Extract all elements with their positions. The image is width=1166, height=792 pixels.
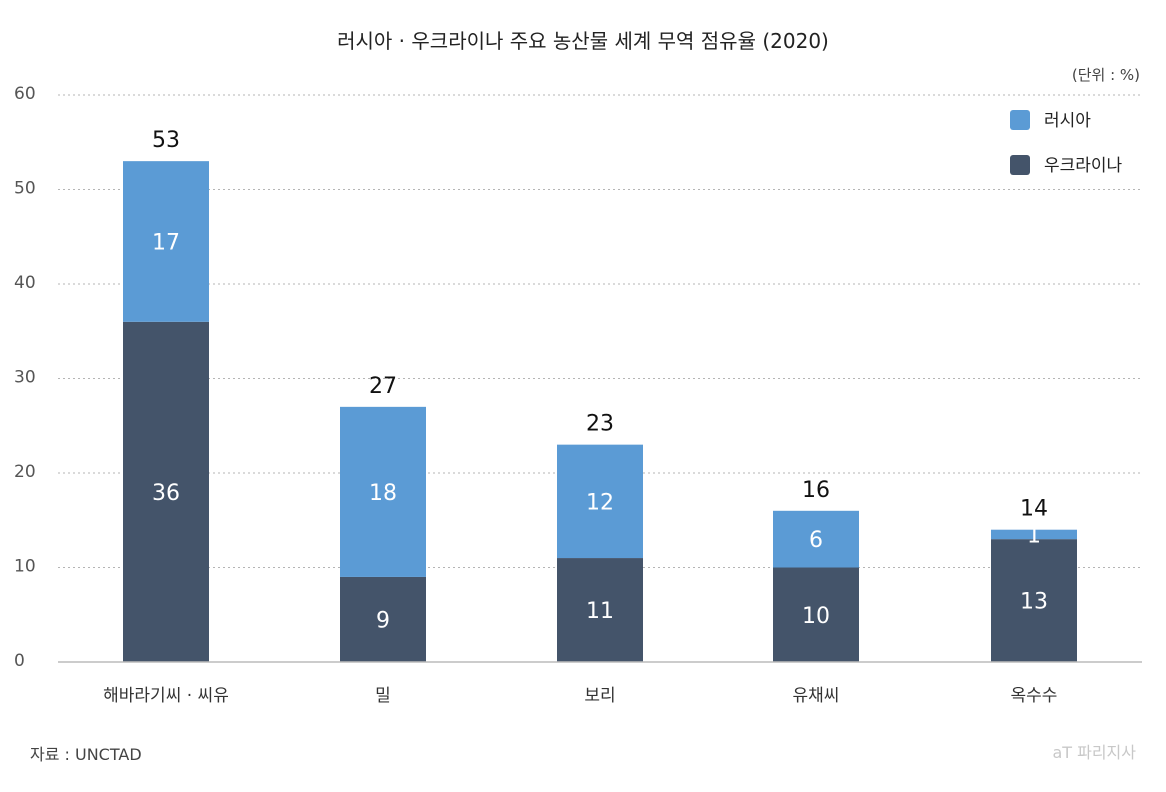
watermark: aT 파리지사 [1052,743,1136,762]
legend-swatch [1010,155,1030,175]
total-value-label: 53 [152,128,180,153]
y-tick-label: 10 [14,557,36,577]
unit-note: (단위 : %) [1072,66,1140,84]
x-tick-label: 보리 [584,686,615,706]
total-value-label: 27 [369,374,397,399]
bar-segment-ukraine [340,576,426,662]
bar-segment-ukraine [557,558,643,662]
bar-segment-russia [340,406,426,577]
source-note: 자료 : UNCTAD [30,745,142,764]
x-tick-label: 해바라기씨 · 씨유 [103,686,229,706]
segment-value-label: 12 [586,490,614,515]
legend-label: 우크라이나 [1044,156,1123,176]
bar-segment-ukraine [123,321,209,662]
segment-value-label: 18 [369,481,397,506]
bars [123,161,1077,662]
y-tick-label: 50 [14,179,36,199]
legend-label: 러시아 [1044,111,1091,131]
total-value-label: 16 [802,478,830,503]
segment-value-label: 9 [376,608,390,633]
y-tick-label: 0 [14,651,25,671]
bar-segment-ukraine [991,539,1077,662]
total-value-label: 23 [586,412,614,437]
x-axis: 해바라기씨 · 씨유 밀 보리 유채씨 옥수수 [58,661,1142,706]
segment-value-label: 1 [1027,523,1041,548]
bar-segment-russia [557,444,643,559]
segment-value-label: 17 [152,230,180,255]
chart-title: 러시아 · 우크라이나 주요 농산물 세계 무역 점유율 (2020) [337,29,829,53]
x-tick-label: 옥수수 [1011,686,1058,706]
segment-value-label: 10 [802,604,830,629]
y-tick-label: 30 [14,368,36,388]
y-axis: 0 10 20 30 40 50 60 [14,84,36,671]
y-tick-label: 20 [14,462,36,482]
bar-segment-russia [991,529,1077,540]
total-value-label: 14 [1020,497,1048,522]
segment-value-label: 13 [1020,590,1048,615]
y-tick-label: 40 [14,273,36,293]
data-labels: 36 17 53 9 18 27 11 12 23 10 6 16 13 114 [152,128,1048,633]
segment-value-label: 6 [809,528,823,553]
bar-segment-ukraine [773,567,859,662]
bar-segment-russia [123,161,209,322]
segment-value-label: 11 [586,599,614,624]
x-tick-label: 밀 [375,686,391,706]
x-tick-label: 유채씨 [793,686,840,706]
y-tick-label: 60 [14,84,36,104]
legend-swatch [1010,110,1030,130]
bar-segment-russia [773,510,859,568]
segment-value-label: 36 [152,481,180,506]
